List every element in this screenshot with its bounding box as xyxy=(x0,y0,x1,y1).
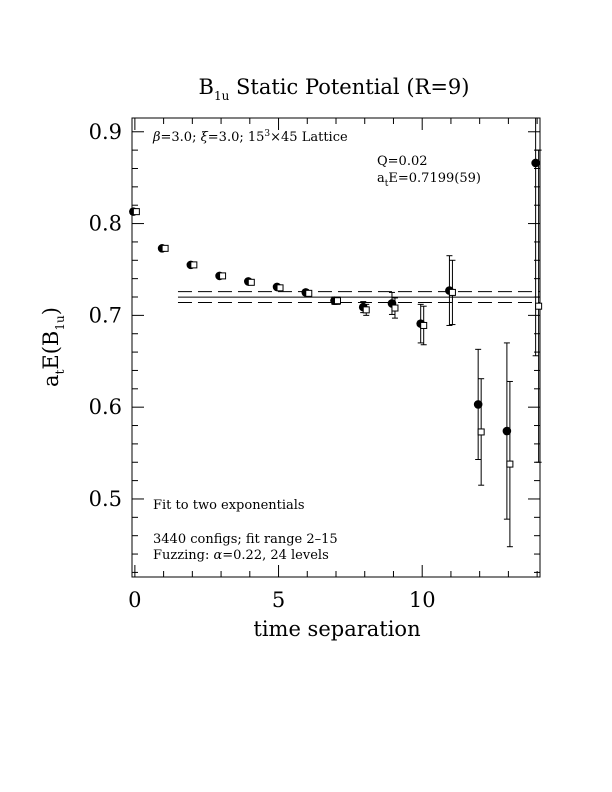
x-tick-label: 10 xyxy=(409,588,436,612)
chart-title: B1u Static Potential (R=9) xyxy=(199,75,470,103)
data-point-square xyxy=(219,272,227,280)
data-point-circle xyxy=(473,400,483,409)
configs-annotation: 3440 configs; fit range 2–15 xyxy=(153,532,338,547)
fuzzing-annotation: Fuzzing: α=0.22, 24 levels xyxy=(153,548,329,563)
data-point-square xyxy=(362,306,370,314)
y-tick-label: 0.6 xyxy=(89,395,122,419)
q-annotation: Q=0.02 xyxy=(377,154,428,169)
axes: 0 5 10 0.5 0.6 0.7 0.8 0.9 xyxy=(89,117,541,612)
data-point-square xyxy=(132,208,140,216)
fit-annotation: Fit to two exponentials xyxy=(153,498,305,513)
x-axis-label: time separation xyxy=(253,617,420,641)
y-tick-label: 0.5 xyxy=(89,487,122,511)
data-point-square xyxy=(247,278,255,286)
fit-lines xyxy=(177,291,540,304)
x-tick-label: 0 xyxy=(128,588,141,612)
lattice-annotation: β=3.0; ξ=3.0; 153×45 Lattice xyxy=(152,129,348,145)
y-tick-label: 0.7 xyxy=(89,303,122,327)
y-tick-label: 0.8 xyxy=(89,212,122,236)
data-point-square xyxy=(276,284,284,292)
data-point-circle xyxy=(531,158,540,168)
data-point-square xyxy=(535,302,543,310)
data-point-square xyxy=(477,428,485,436)
data-point-square xyxy=(334,297,341,305)
data-point-square xyxy=(448,288,456,296)
x-tick-label: 5 xyxy=(272,588,285,612)
data-point-square xyxy=(391,304,399,312)
data-point-circle xyxy=(502,426,512,436)
data-point-square xyxy=(161,244,169,252)
data-point-square xyxy=(506,460,514,468)
data-points xyxy=(129,118,543,548)
y-tick-label: 0.9 xyxy=(89,120,122,144)
energy-annotation: atE=0.7199(59) xyxy=(377,171,481,189)
data-point-square xyxy=(190,261,198,269)
data-point-square xyxy=(305,289,313,297)
y-axis-label: atE(B1u) xyxy=(39,307,67,387)
data-point-square xyxy=(420,321,428,329)
